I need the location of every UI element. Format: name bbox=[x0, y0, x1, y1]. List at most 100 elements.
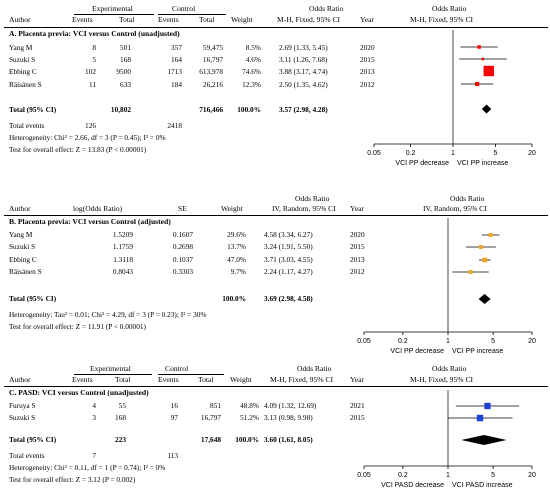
x-tick-label: 0.2 bbox=[398, 472, 408, 479]
forest-plot-a: 0.05 0.2 1 5 20 VCI PP decrease VCI PP increas… bbox=[367, 30, 536, 167]
control-underline bbox=[158, 374, 224, 375]
overall-effect: Test for overall effect: Z = 3.12 (P = 0… bbox=[9, 475, 136, 484]
exp-total: 9500 bbox=[116, 67, 131, 76]
point-estimate-square bbox=[478, 245, 483, 249]
odds-ratio-header-right: Odds Ratio bbox=[432, 364, 467, 373]
total-events-label: Total events bbox=[9, 121, 45, 130]
x-tick-label: 1 bbox=[446, 472, 450, 479]
total-events-label: Total events bbox=[9, 451, 45, 460]
heterogeneity: Heterogeneity: Chi² = 0.11, df = 1 (P = … bbox=[9, 463, 166, 472]
x-tick-label: 20 bbox=[528, 150, 536, 157]
right-direction-label: VCI PP increase bbox=[452, 348, 503, 355]
total-label: Total (95% CI) bbox=[9, 294, 57, 303]
exp-events: 102 bbox=[85, 67, 96, 76]
point-estimate-square bbox=[483, 65, 494, 77]
col-author: Author bbox=[9, 375, 31, 384]
experimental-group-header: Experimental bbox=[90, 364, 131, 373]
exp-events: 4 bbox=[92, 401, 96, 410]
total-label: Total (95% CI) bbox=[9, 105, 57, 114]
total-weight: 100.0% bbox=[222, 294, 246, 303]
exp-events: 11 bbox=[88, 80, 96, 89]
x-tick-label: 5 bbox=[491, 338, 495, 345]
weight: 9.7% bbox=[230, 267, 246, 276]
col-exp-total: Total bbox=[115, 375, 131, 384]
weight: 74.6% bbox=[242, 67, 261, 76]
ctl-events: 16 bbox=[170, 401, 178, 410]
ctl-events: 97 bbox=[170, 413, 178, 422]
col-ctl-total: Total bbox=[198, 375, 214, 384]
ctl-events: 357 bbox=[171, 43, 182, 52]
section-title: A. Placenta previa: VCI versus Control (… bbox=[9, 29, 180, 38]
ci-text: 2.69 (1.33, 5.45) bbox=[279, 43, 328, 52]
study-author: Ebbing C bbox=[9, 255, 37, 264]
overall-effect: Test for overall effect: Z = 11.91 (P < … bbox=[9, 322, 146, 331]
se: 0.1037 bbox=[172, 255, 193, 264]
col-exp-events: Events bbox=[72, 375, 93, 384]
point-estimate-square bbox=[481, 57, 485, 61]
ctl-events: 164 bbox=[171, 55, 182, 64]
experimental-underline bbox=[74, 14, 154, 15]
col-plot-method: M-H, Fixed, 95% CI bbox=[410, 375, 474, 384]
col-ctl-total: Total bbox=[199, 15, 215, 24]
year: 2012 bbox=[360, 80, 375, 89]
weight: 13.7% bbox=[227, 242, 246, 251]
left-direction-label: VCI PP decrease bbox=[395, 160, 449, 167]
x-tick-label: 0.05 bbox=[367, 150, 381, 157]
left-direction-label: VCI PASD decrease bbox=[381, 482, 444, 489]
point-estimate-square bbox=[488, 233, 493, 237]
ctl-total: 613,978 bbox=[199, 67, 223, 76]
col-weight: Weight bbox=[221, 204, 243, 213]
x-tick-label: 1 bbox=[451, 150, 455, 157]
ctl-total: 59,475 bbox=[202, 43, 223, 52]
exp-total: 168 bbox=[115, 413, 126, 422]
ctl-events: 184 bbox=[171, 80, 182, 89]
log-or: 1.1759 bbox=[112, 242, 133, 251]
year: 2012 bbox=[350, 267, 365, 276]
right-direction-label: VCI PASD increase bbox=[452, 482, 513, 489]
year: 2021 bbox=[350, 401, 365, 410]
col-plot-method: IV, Random, 95% CI bbox=[423, 204, 487, 213]
ci-text: 4.09 (1.32, 12.69) bbox=[264, 401, 317, 410]
ctl-total: 16,797 bbox=[202, 55, 223, 64]
total-ci: 3.57 (2.98, 4.28) bbox=[279, 105, 328, 114]
pooled-diamond bbox=[461, 435, 507, 445]
se: 0.3303 bbox=[172, 267, 193, 276]
pooled-diamond bbox=[478, 294, 491, 304]
x-tick-label: 0.05 bbox=[357, 338, 371, 345]
exp-total: 633 bbox=[120, 80, 131, 89]
study-author: Suzuki S bbox=[9, 242, 36, 251]
total-ci: 3.60 (1.61, 8.05) bbox=[264, 435, 313, 444]
x-tick-label: 0.05 bbox=[357, 472, 371, 479]
log-or: 0.8043 bbox=[112, 267, 133, 276]
total-weight: 100.0% bbox=[235, 435, 259, 444]
pooled-diamond bbox=[481, 104, 492, 114]
control-group-header: Control bbox=[172, 4, 196, 13]
forest-plot-b: 0.05 0.2 1 5 20 VCI PP decrease VCI PP increas… bbox=[357, 218, 536, 355]
weight: 51.2% bbox=[240, 413, 259, 422]
ci-text: 3.13 (0.98, 9.98) bbox=[264, 413, 313, 422]
col-ci: M-H, Fixed, 95% CI bbox=[277, 15, 341, 24]
ci-text: 3.24 (1.91, 5.50) bbox=[264, 242, 313, 251]
exp-events: 3 bbox=[92, 413, 96, 422]
study-author: Räisänen S bbox=[9, 80, 42, 89]
weight: 29.6% bbox=[227, 230, 246, 239]
heterogeneity: Heterogeneity: Chi² = 2.66, df = 3 (P = … bbox=[9, 133, 166, 142]
ci-text: 3.88 (3.17, 4.74) bbox=[279, 67, 328, 76]
col-year: Year bbox=[350, 204, 364, 213]
study-author: Suzuki S bbox=[9, 55, 36, 64]
col-year: Year bbox=[350, 375, 364, 384]
col-weight: Weight bbox=[231, 15, 253, 24]
se: 0.2698 bbox=[172, 242, 193, 251]
exp-events: 8 bbox=[92, 43, 96, 52]
year: 2015 bbox=[350, 413, 365, 422]
x-tick-label: 5 bbox=[491, 472, 495, 479]
ctl-total: 26,216 bbox=[202, 80, 223, 89]
year: 2015 bbox=[360, 55, 375, 64]
ci-text: 3.71 (3.03, 4.55) bbox=[264, 255, 313, 264]
x-tick-label: 5 bbox=[493, 150, 497, 157]
point-estimate-square bbox=[477, 45, 481, 49]
exp-total: 55 bbox=[118, 401, 126, 410]
header-rule bbox=[4, 386, 548, 387]
header-rule bbox=[4, 215, 548, 216]
ci-text: 2.24 (1.17, 4.27) bbox=[264, 267, 313, 276]
